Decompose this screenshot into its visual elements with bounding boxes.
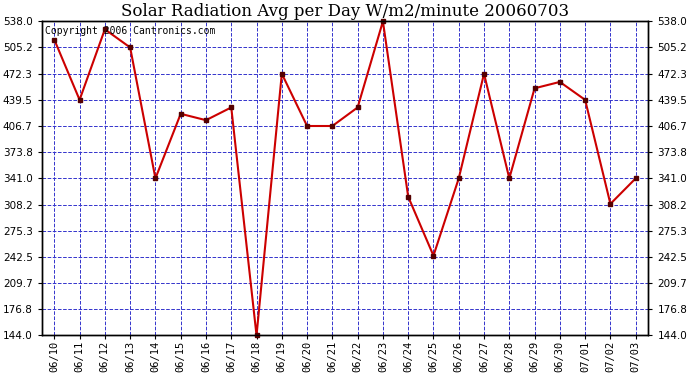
Title: Solar Radiation Avg per Day W/m2/minute 20060703: Solar Radiation Avg per Day W/m2/minute … <box>121 3 569 20</box>
Text: Copyright 2006 Cantronics.com: Copyright 2006 Cantronics.com <box>45 26 215 36</box>
